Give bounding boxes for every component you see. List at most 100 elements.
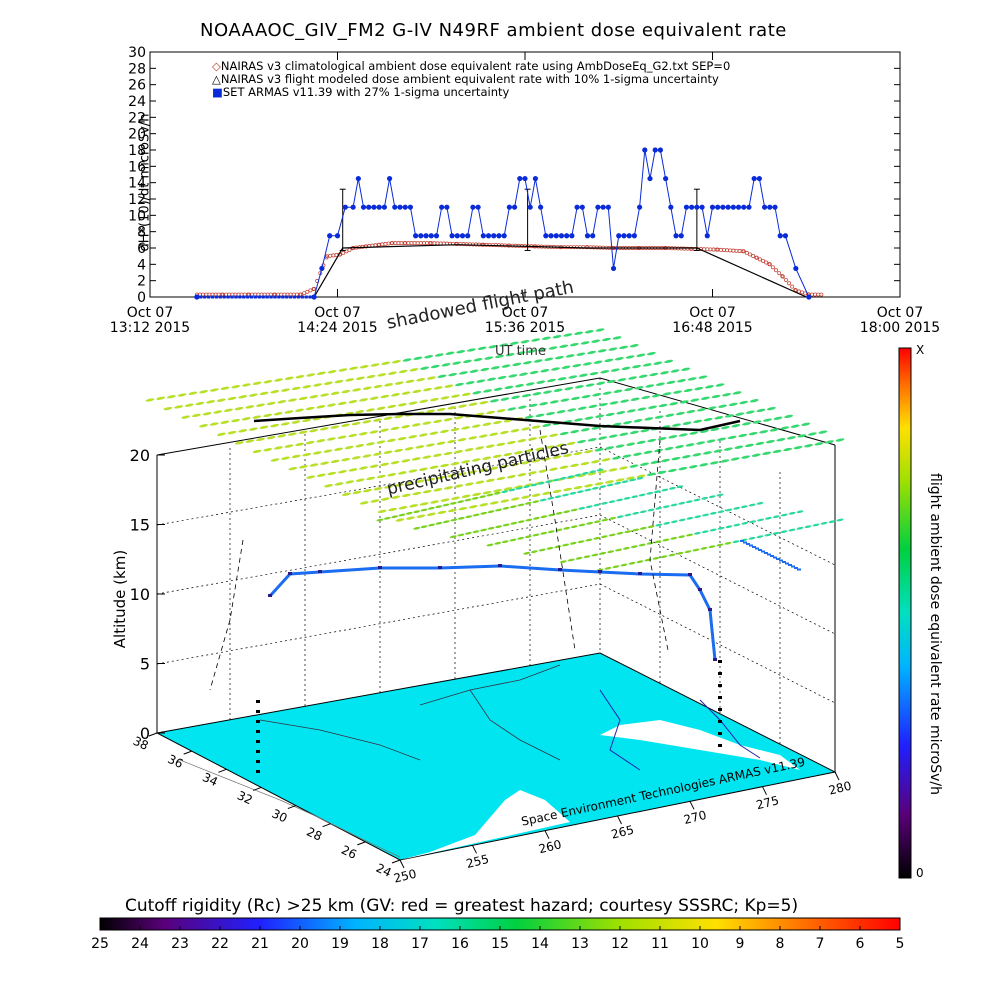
nairas-clim-point	[328, 253, 333, 258]
dose-field-dot	[376, 518, 384, 522]
dose-field-dot	[433, 488, 443, 492]
armas-point	[735, 204, 742, 210]
dose-field-dot	[263, 413, 273, 418]
armas-line	[196, 149, 810, 298]
flight-track-point	[558, 568, 562, 571]
dose-field-dot	[589, 470, 597, 474]
dose-field-dot	[493, 387, 503, 391]
dose-field-dot	[632, 511, 640, 515]
dose-field-dot	[348, 400, 358, 404]
ground-point	[256, 730, 260, 733]
dose-field-dot	[395, 518, 405, 522]
dose-field-dot	[772, 531, 780, 535]
map-meridian	[179, 759, 401, 858]
dose-field-dot	[177, 393, 187, 397]
dose-field-dot	[506, 440, 516, 445]
latitude-tick-label: 34	[200, 770, 220, 789]
dose-field-dot	[181, 415, 191, 419]
dose-field-dot	[681, 367, 691, 371]
nairas-clim-point	[341, 251, 346, 255]
dose-field-dot	[462, 359, 472, 364]
dose-field-dot	[620, 563, 628, 567]
dose-field-dot	[769, 428, 779, 432]
dose-field-dot	[581, 394, 591, 399]
armas-point	[709, 204, 716, 210]
dose-field-dot	[694, 515, 702, 519]
dose-field-dot	[398, 506, 408, 510]
dose-field-dot	[480, 511, 488, 515]
y-tick-label: 10	[128, 208, 146, 224]
armas-point	[281, 295, 285, 299]
armas-point	[485, 233, 492, 239]
armas-point	[543, 233, 549, 239]
dose-field-dot	[408, 469, 418, 473]
dose-field-dot	[525, 382, 535, 386]
dose-field-dot	[542, 491, 552, 495]
dose-field-dot	[341, 389, 351, 394]
dose-field-dot	[693, 531, 701, 535]
dose-field-dot	[722, 393, 732, 397]
dose-field-dot	[508, 488, 516, 492]
dose-field-dot	[457, 500, 465, 504]
dose-field-dot	[426, 376, 436, 380]
dose-field-dot	[502, 506, 510, 510]
dose-field-dot	[383, 450, 393, 454]
dose-field-dot	[575, 556, 583, 560]
x-tick-label-date: Oct 07	[502, 305, 548, 321]
dose-field-dot	[554, 545, 562, 549]
dose-field-dot	[764, 533, 772, 537]
dose-field-dot	[609, 401, 619, 405]
dose-field-dot	[306, 475, 316, 479]
dose-field-dot	[557, 377, 567, 381]
dose-field-dot	[773, 416, 783, 420]
dose-field-dot	[685, 500, 693, 504]
ground-point	[718, 672, 722, 675]
dose-field-dot	[334, 379, 344, 384]
track-fragment	[752, 546, 756, 548]
dose-field-dot	[199, 390, 209, 394]
armas-point	[423, 233, 429, 239]
latitude-tick	[183, 750, 192, 755]
dose-field-dot	[503, 487, 513, 491]
y-tick-label: 4	[137, 257, 146, 273]
dose-field-dot	[591, 426, 601, 430]
armas-point	[439, 204, 445, 210]
dose-field-dot	[433, 419, 443, 424]
dose-field-dot	[500, 397, 510, 401]
dose-field-dot	[509, 341, 519, 345]
armas-point	[355, 175, 361, 182]
dose-field-dot	[796, 526, 804, 530]
armas-point	[527, 204, 533, 210]
dose-field-dot	[689, 431, 699, 435]
dose-field-dot	[166, 395, 176, 399]
armas-point	[553, 233, 559, 239]
dose-field-dot	[569, 342, 579, 347]
altitude-tick-label: 20	[130, 446, 150, 465]
nairas-clim-point	[425, 241, 430, 246]
dose-field-dot	[472, 530, 480, 534]
dose-field-dot	[540, 369, 550, 373]
dose-field-dot	[585, 538, 593, 542]
armas-point	[496, 233, 502, 239]
dose-field-dot	[727, 435, 737, 440]
dose-field-dot	[569, 541, 577, 545]
dose-field-dot	[447, 474, 457, 478]
dose-field-dot	[574, 418, 583, 422]
dose-field-dot	[646, 541, 654, 545]
armas-point	[673, 233, 679, 239]
dose-field-dot	[657, 470, 667, 475]
dose-field-dot	[670, 520, 678, 524]
dose-field-dot	[447, 439, 456, 444]
dose-field-dot	[744, 443, 754, 448]
dose-field-dot	[457, 472, 467, 476]
dose-field-dot	[820, 521, 828, 525]
dose-field-dot	[384, 485, 393, 489]
cutoff-colorbar-tick-label: 15	[491, 936, 509, 952]
dose-field-dot	[751, 453, 761, 457]
dose-field-dot	[501, 364, 511, 368]
dose-field-dot	[818, 430, 828, 434]
dose-field-dot	[552, 478, 560, 482]
dose-field-dot	[608, 434, 618, 438]
dose-field-dot	[535, 413, 545, 418]
dose-field-dot	[362, 454, 372, 458]
